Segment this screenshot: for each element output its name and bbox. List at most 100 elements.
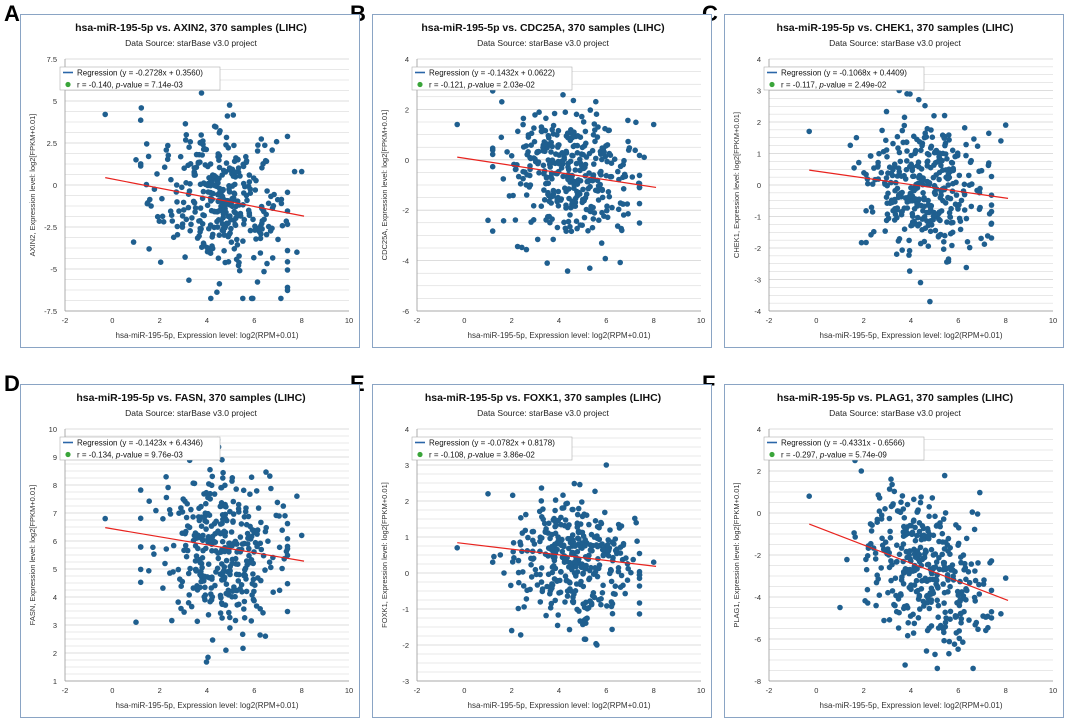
scatter-point	[278, 295, 284, 302]
scatter-point	[956, 215, 963, 222]
legend-regression-label: Regression (y = -0.0782x + 0.8178)	[429, 439, 555, 448]
scatter-point	[946, 564, 953, 571]
scatter-point	[205, 654, 211, 661]
scatter-point	[163, 546, 170, 552]
scatter-point	[220, 475, 226, 481]
y-tick-label: 2	[757, 467, 761, 476]
scatter-point	[894, 508, 901, 514]
scatter-point	[182, 254, 188, 260]
scatter-point	[264, 188, 270, 194]
scatter-point	[284, 247, 291, 254]
scatter-point	[523, 192, 530, 198]
scatter-point	[965, 569, 972, 575]
legend-point-swatch	[65, 81, 71, 88]
scatter-point	[540, 142, 547, 148]
scatter-point	[188, 506, 194, 513]
scatter-point	[906, 247, 913, 254]
scatter-point	[941, 629, 947, 636]
scatter-point	[223, 557, 230, 564]
scatter-point	[545, 132, 552, 139]
y-tick-label: -3	[754, 276, 761, 285]
scatter-point	[219, 512, 226, 518]
scatter-point	[197, 229, 203, 235]
scatter-point	[525, 149, 531, 155]
x-tick-label: -2	[766, 686, 773, 695]
scatter-point	[565, 535, 571, 542]
scatter-point	[899, 189, 905, 196]
scatter-point	[947, 608, 954, 615]
scatter-point	[187, 161, 194, 167]
scatter-point	[905, 620, 911, 626]
scatter-point	[245, 207, 252, 214]
scatter-point	[961, 567, 967, 573]
scatter-point	[610, 554, 616, 561]
scatter-points	[806, 457, 1009, 672]
scatter-point	[276, 587, 283, 594]
scatter-point	[966, 244, 973, 251]
scatter-point	[958, 620, 964, 626]
scatter-point	[183, 216, 190, 223]
scatter-point	[211, 491, 218, 497]
scatter-point	[569, 549, 575, 556]
scatter-point	[231, 191, 238, 197]
scatter-point	[217, 189, 223, 195]
scatter-point	[604, 542, 611, 548]
scatter-point	[552, 507, 558, 514]
scatter-point	[936, 150, 942, 156]
scatter-point	[279, 565, 285, 572]
scatter-point	[955, 542, 961, 548]
scatter-point	[234, 236, 240, 243]
scatter-point	[591, 534, 598, 540]
scatter-point	[906, 252, 912, 258]
scatter-point	[195, 160, 202, 166]
y-tick-label: -3	[402, 677, 409, 686]
scatter-point	[906, 237, 912, 244]
scatter-point	[235, 165, 242, 171]
scatter-point	[588, 601, 595, 608]
scatter-point	[491, 553, 497, 560]
scatter-point	[162, 560, 168, 567]
scatter-point	[508, 582, 514, 589]
scatter-point	[633, 119, 639, 126]
scatter-point	[515, 173, 522, 180]
scatter-point	[921, 195, 927, 201]
scatter-point	[279, 527, 286, 533]
scatter-point	[594, 573, 601, 580]
scatter-point	[587, 567, 593, 574]
scatter-point	[154, 213, 161, 220]
scatter-point	[517, 542, 524, 548]
scatter-point	[284, 267, 291, 273]
scatter-point	[603, 143, 609, 149]
scatter-point	[154, 171, 160, 177]
scatter-point	[599, 546, 606, 553]
scatter-point	[896, 149, 903, 156]
scatter-point	[580, 601, 586, 607]
scatter-point	[250, 216, 256, 223]
scatter-point	[953, 192, 960, 198]
scatter-point	[879, 542, 886, 549]
scatter-point	[606, 127, 612, 134]
scatter-chart: hsa-miR-195-5p vs. CDC25A, 370 samples (…	[380, 22, 705, 340]
scatter-point	[284, 259, 291, 265]
scatter-point	[284, 520, 291, 527]
scatter-point	[253, 488, 260, 494]
scatter-point	[566, 186, 572, 192]
scatter-point	[951, 641, 958, 647]
scatter-point	[519, 548, 525, 555]
scatter-point	[259, 165, 265, 171]
scatter-point	[886, 486, 893, 492]
scatter-point	[592, 138, 598, 145]
scatter-point	[544, 260, 550, 266]
scatter-point	[548, 600, 555, 607]
scatter-point	[909, 210, 916, 217]
scatter-point	[911, 206, 918, 212]
scatter-point	[267, 473, 273, 479]
scatter-point	[532, 112, 538, 118]
scatter-point	[620, 540, 627, 547]
regression-line	[809, 169, 1009, 199]
scatter-point	[547, 605, 554, 611]
scatter-point	[555, 188, 562, 195]
scatter-point	[615, 568, 622, 575]
scatter-point	[234, 602, 240, 608]
scatter-point	[939, 530, 946, 537]
